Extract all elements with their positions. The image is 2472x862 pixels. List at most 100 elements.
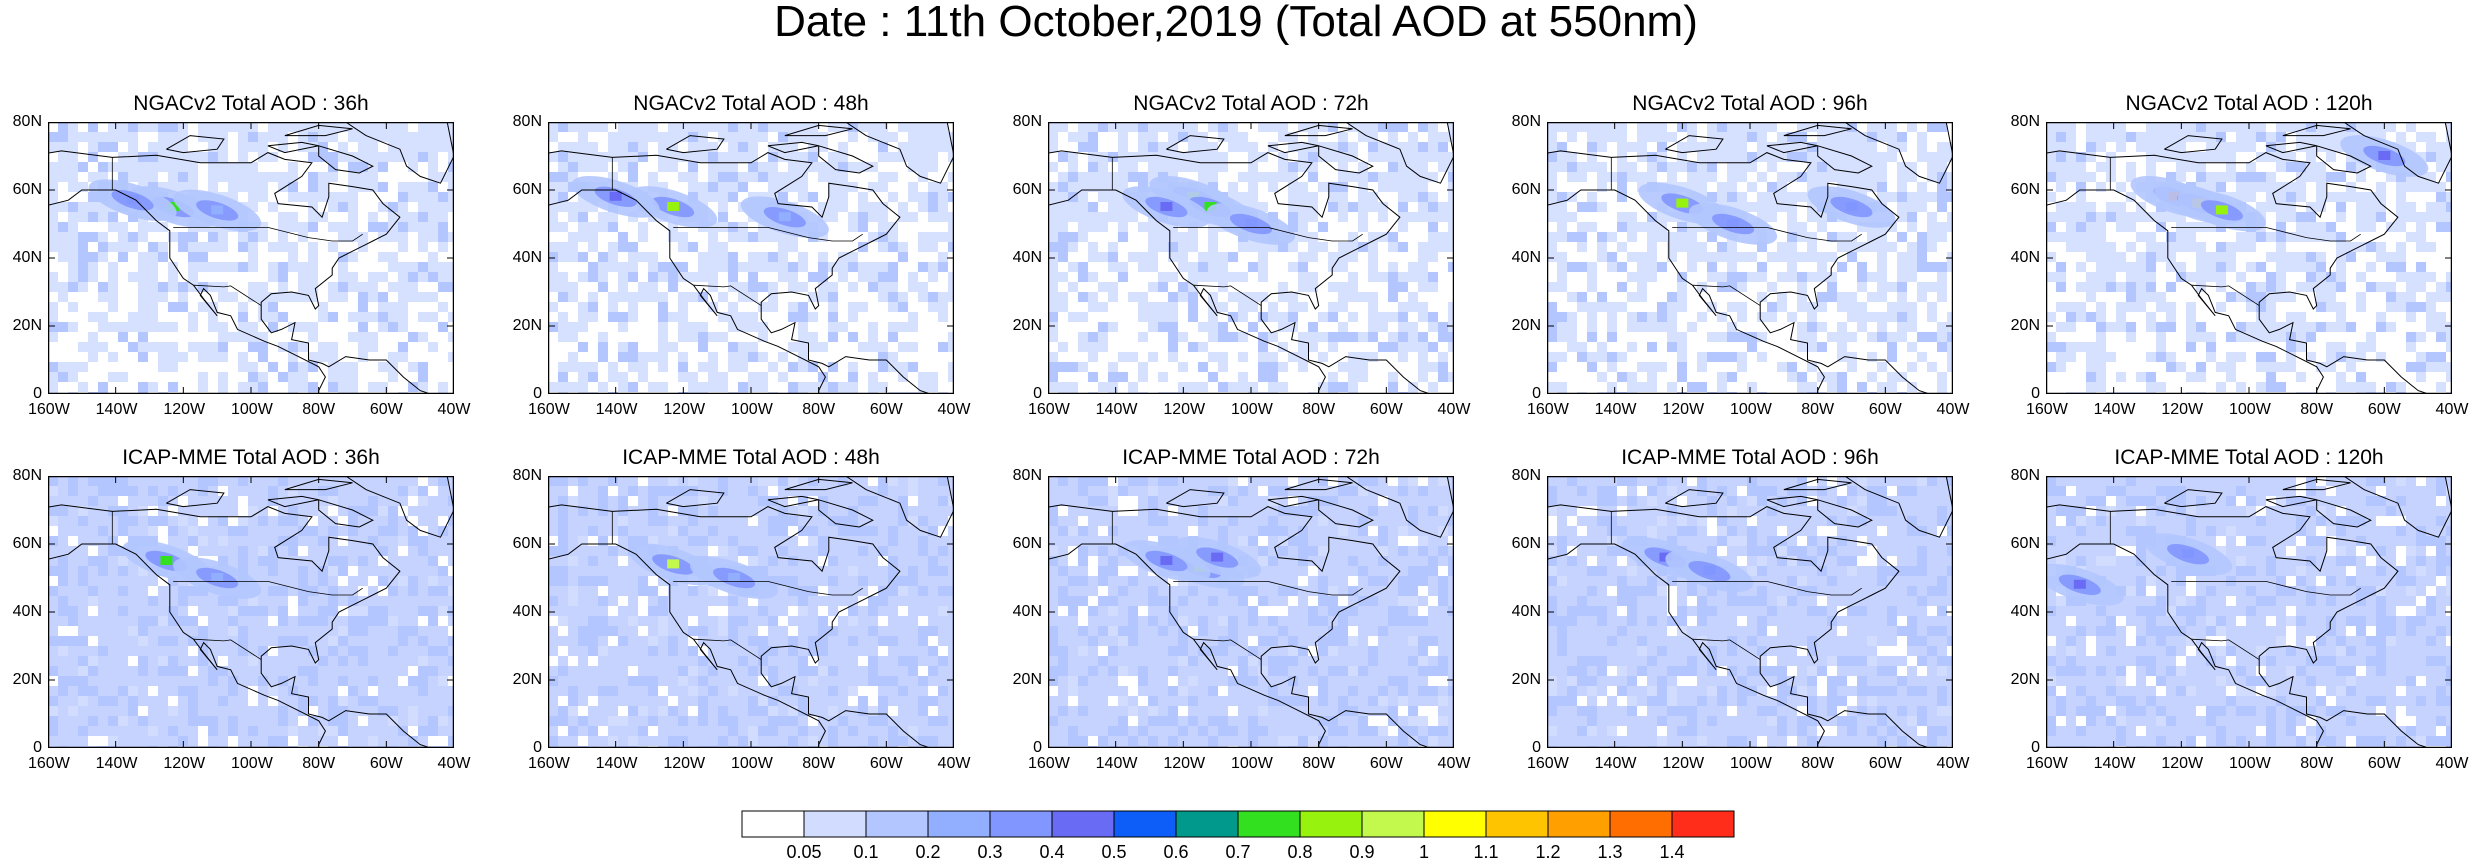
panel-title: ICAP-MME Total AOD : 48h: [622, 446, 880, 469]
map-panel: ICAP-MME Total AOD : 96h 160W 140W 120W 100W…: [1512, 444, 1970, 772]
lon-tick-label: 140W: [2093, 401, 2136, 418]
lon-tick-label: 80W: [302, 401, 336, 418]
colorbar-swatch: [803, 810, 867, 838]
lon-tick-label: 100W: [1730, 401, 1772, 418]
lat-tick-label: 80N: [12, 113, 42, 130]
aod-map: [48, 122, 454, 394]
border-us-canada: [673, 227, 863, 242]
coastline-island: [267, 495, 319, 508]
lat-tick-label: 80N: [2010, 467, 2040, 484]
lat-tick-label: 0: [1033, 385, 1042, 402]
border-us-mexico: [1193, 284, 1262, 306]
lon-tick-label: 40W: [2435, 401, 2469, 418]
border-us-canada: [1173, 227, 1363, 242]
colorbar-label: 0.7: [1225, 842, 1250, 862]
lat-tick-label: 20N: [2010, 317, 2040, 334]
lon-tick-label: 120W: [163, 401, 206, 418]
lat-tick-label: 80N: [12, 467, 42, 484]
colorbar-label: 1.2: [1535, 842, 1560, 862]
coastline: [548, 150, 931, 394]
coastline-island: [318, 499, 374, 528]
coastline-island: [166, 135, 225, 154]
lat-tick-label: 0: [1532, 385, 1541, 402]
lon-tick-label: 140W: [95, 401, 138, 418]
colorbar-label: 0.05: [786, 842, 821, 862]
border-us-canada: [173, 227, 363, 242]
coastline-island: [1665, 135, 1724, 154]
lon-tick-label: 160W: [528, 401, 570, 418]
lat-tick-label: 60N: [12, 181, 42, 198]
lon-tick-label: 100W: [231, 755, 273, 772]
lon-tick-label: 60W: [2367, 401, 2401, 418]
lat-tick-label: 60N: [1511, 535, 1541, 552]
colorbar-label: 1.3: [1597, 842, 1622, 862]
lon-tick-label: 100W: [2229, 401, 2271, 418]
coastline-greenland: [345, 122, 454, 184]
lat-tick-label: 40N: [12, 603, 42, 620]
plume-core: [728, 573, 741, 582]
colorbar-swatch: [1361, 810, 1425, 838]
colorbar-swatch: [741, 810, 805, 838]
lon-tick-label: 140W: [1095, 401, 1138, 418]
plume-core: [1211, 552, 1224, 562]
lat-tick-label: 80N: [1511, 113, 1541, 130]
coastline-greenland: [2343, 122, 2452, 184]
lon-tick-label: 140W: [2093, 755, 2136, 772]
lon-tick-label: 40W: [1936, 401, 1970, 418]
lon-tick-label: 120W: [163, 755, 206, 772]
plume-core: [1703, 566, 1716, 576]
panel-title: NGACv2 Total AOD : 72h: [1133, 92, 1369, 115]
plume-core: [609, 191, 622, 201]
coastline-island: [666, 135, 725, 154]
lon-tick-label: 60W: [869, 755, 903, 772]
lat-tick-label: 60N: [512, 535, 542, 552]
border-us-mexico: [1193, 638, 1262, 660]
coastline-island: [818, 499, 874, 528]
lon-tick-label: 120W: [1163, 755, 1206, 772]
coastline-island: [1284, 478, 1353, 491]
lon-tick-label: 100W: [2229, 755, 2271, 772]
coastline-island: [818, 145, 874, 174]
colorbar-label: 1.1: [1473, 842, 1498, 862]
colorbar-swatch: [1485, 810, 1549, 838]
colorbar-swatch: [927, 810, 991, 838]
border-us-mexico: [2191, 638, 2260, 660]
border-us-mexico: [693, 284, 762, 306]
lat-tick-label: 60N: [2010, 535, 2040, 552]
lat-tick-label: 20N: [12, 671, 42, 688]
plume-core: [1727, 219, 1740, 228]
aod-map: [48, 476, 454, 748]
lon-tick-label: 100W: [1231, 755, 1273, 772]
lat-tick-label: 20N: [1511, 317, 1541, 334]
colorbar-label: 1: [1419, 842, 1429, 862]
lon-tick-label: 100W: [231, 401, 273, 418]
lat-tick-label: 0: [533, 385, 542, 402]
lon-tick-label: 160W: [528, 755, 570, 772]
colorbar-swatch: [1423, 810, 1487, 838]
lon-tick-label: 160W: [28, 755, 70, 772]
map-panel: ICAP-MME Total AOD : 120h 160W 140W 120W 100…: [2011, 444, 2469, 772]
lon-tick-label: 160W: [2026, 755, 2068, 772]
coastline-island: [1766, 495, 1818, 508]
colorbar-label: 0.4: [1039, 842, 1064, 862]
lat-tick-label: 60N: [12, 535, 42, 552]
lon-tick-label: 140W: [1095, 755, 1138, 772]
coastline-island: [2282, 478, 2351, 491]
lat-tick-label: 40N: [512, 603, 542, 620]
coastline-island: [2164, 135, 2223, 154]
colorbar-swatch: [1609, 810, 1673, 838]
border-us-mexico: [193, 638, 262, 660]
lat-tick-label: 60N: [1511, 181, 1541, 198]
plume-core: [2378, 151, 2391, 160]
lon-tick-label: 160W: [1028, 401, 1070, 418]
border-us-canada: [173, 581, 363, 596]
border-us-canada: [1173, 581, 1363, 596]
aod-map: [2046, 122, 2452, 394]
panel-title: ICAP-MME Total AOD : 96h: [1621, 446, 1879, 469]
coastline-island: [666, 489, 725, 508]
panel-title: NGACv2 Total AOD : 96h: [1632, 92, 1868, 115]
plume-core: [1676, 198, 1689, 208]
lat-tick-label: 0: [33, 739, 42, 756]
lon-tick-label: 80W: [1302, 755, 1336, 772]
lat-tick-label: 0: [2031, 739, 2040, 756]
